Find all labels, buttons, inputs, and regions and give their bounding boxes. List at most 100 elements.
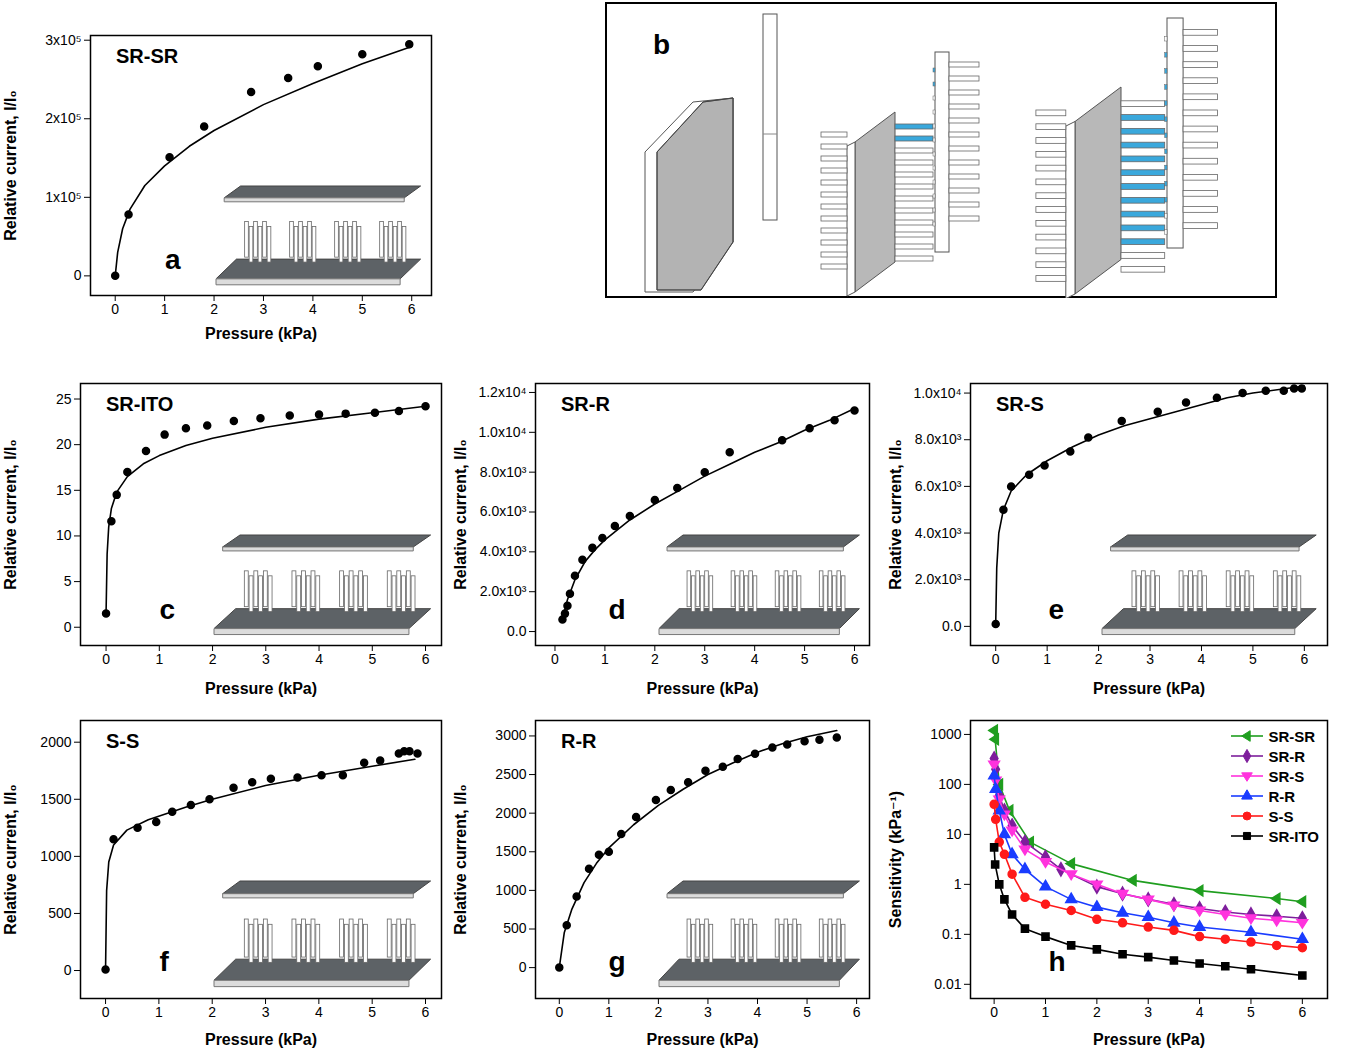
svg-text:3: 3 [704, 1004, 712, 1020]
svg-text:4: 4 [751, 651, 759, 667]
svg-text:3x10⁵: 3x10⁵ [45, 32, 81, 48]
svg-text:0: 0 [990, 1004, 998, 1020]
svg-text:4: 4 [315, 651, 323, 667]
svg-text:4: 4 [754, 1004, 762, 1020]
svg-text:2.0x10³: 2.0x10³ [480, 583, 527, 599]
svg-text:0: 0 [555, 1004, 563, 1020]
svg-text:6: 6 [853, 1004, 861, 1020]
svg-text:0: 0 [519, 959, 527, 975]
svg-text:0: 0 [111, 301, 119, 317]
svg-text:10: 10 [56, 527, 72, 543]
svg-text:2: 2 [1095, 651, 1103, 667]
svg-text:100: 100 [938, 776, 962, 792]
svg-text:0: 0 [992, 651, 1000, 667]
svg-text:1: 1 [954, 876, 962, 892]
svg-text:Pressure (kPa): Pressure (kPa) [205, 680, 317, 697]
svg-text:2500: 2500 [495, 766, 526, 782]
svg-text:0.0: 0.0 [507, 623, 527, 639]
svg-text:6: 6 [851, 651, 859, 667]
svg-text:5: 5 [1247, 1004, 1255, 1020]
svg-text:1000: 1000 [40, 848, 71, 864]
svg-text:20: 20 [56, 436, 72, 452]
svg-text:0: 0 [102, 1004, 110, 1020]
svg-text:3: 3 [260, 301, 268, 317]
svg-text:5: 5 [358, 301, 366, 317]
svg-text:Pressure (kPa): Pressure (kPa) [205, 1031, 317, 1048]
svg-text:2000: 2000 [495, 805, 526, 821]
svg-text:6.0x10³: 6.0x10³ [480, 503, 527, 519]
svg-text:5: 5 [1249, 651, 1257, 667]
svg-text:1000: 1000 [930, 726, 961, 742]
svg-text:Pressure (kPa): Pressure (kPa) [1093, 1031, 1205, 1048]
svg-text:0: 0 [74, 267, 82, 283]
svg-text:Relative current, I/I₀: Relative current, I/I₀ [452, 439, 469, 589]
svg-text:5: 5 [368, 1004, 376, 1020]
svg-text:4: 4 [1196, 1004, 1204, 1020]
svg-text:1: 1 [605, 1004, 613, 1020]
svg-text:6: 6 [408, 301, 416, 317]
svg-text:2: 2 [651, 651, 659, 667]
svg-text:Pressure (kPa): Pressure (kPa) [646, 1031, 758, 1048]
svg-text:1x10⁵: 1x10⁵ [45, 189, 81, 205]
svg-text:Pressure (kPa): Pressure (kPa) [646, 680, 758, 697]
svg-text:5: 5 [64, 573, 72, 589]
svg-text:0.0: 0.0 [942, 618, 962, 634]
svg-text:2: 2 [209, 651, 217, 667]
svg-text:3000: 3000 [495, 727, 526, 743]
svg-text:0.1: 0.1 [942, 926, 962, 942]
svg-text:Pressure (kPa): Pressure (kPa) [1093, 680, 1205, 697]
svg-text:1.0x10⁴: 1.0x10⁴ [913, 385, 961, 401]
svg-text:1: 1 [1043, 651, 1051, 667]
svg-text:b: b [653, 29, 670, 60]
svg-text:1: 1 [155, 1004, 163, 1020]
svg-text:3: 3 [262, 1004, 270, 1020]
svg-text:0: 0 [551, 651, 559, 667]
svg-text:4: 4 [309, 301, 317, 317]
svg-text:Relative current, I/I₀: Relative current, I/I₀ [2, 439, 19, 589]
svg-text:4: 4 [1198, 651, 1206, 667]
svg-text:2: 2 [654, 1004, 662, 1020]
svg-text:1.0x10⁴: 1.0x10⁴ [478, 424, 526, 440]
svg-text:5: 5 [801, 651, 809, 667]
svg-text:1: 1 [1042, 1004, 1050, 1020]
svg-text:2.0x10³: 2.0x10³ [915, 571, 962, 587]
svg-text:500: 500 [48, 905, 72, 921]
svg-text:1: 1 [161, 301, 169, 317]
svg-text:25: 25 [56, 390, 72, 406]
svg-text:1500: 1500 [495, 843, 526, 859]
svg-text:1: 1 [155, 651, 163, 667]
svg-text:Relative current, I/I₀: Relative current, I/I₀ [2, 90, 19, 240]
svg-text:0: 0 [64, 619, 72, 635]
svg-text:4.0x10³: 4.0x10³ [915, 525, 962, 541]
svg-text:0.01: 0.01 [934, 976, 961, 992]
svg-text:5: 5 [368, 651, 376, 667]
svg-text:3: 3 [1144, 1004, 1152, 1020]
svg-text:6: 6 [422, 651, 430, 667]
svg-text:3: 3 [262, 651, 270, 667]
svg-text:0: 0 [102, 651, 110, 667]
svg-text:3: 3 [1146, 651, 1154, 667]
svg-text:6: 6 [422, 1004, 430, 1020]
svg-text:15: 15 [56, 482, 72, 498]
svg-text:6: 6 [1298, 1004, 1306, 1020]
svg-text:2: 2 [1093, 1004, 1101, 1020]
svg-text:2: 2 [208, 1004, 216, 1020]
svg-text:1500: 1500 [40, 791, 71, 807]
svg-text:2x10⁵: 2x10⁵ [45, 110, 81, 126]
svg-text:Pressure (kPa): Pressure (kPa) [205, 325, 317, 342]
svg-text:Relative current, I/I₀: Relative current, I/I₀ [452, 784, 469, 934]
svg-text:0: 0 [64, 962, 72, 978]
svg-text:4.0x10³: 4.0x10³ [480, 543, 527, 559]
svg-text:10: 10 [946, 826, 962, 842]
svg-text:500: 500 [503, 920, 527, 936]
svg-text:1000: 1000 [495, 882, 526, 898]
svg-text:Sensitivity (kPa⁻¹): Sensitivity (kPa⁻¹) [887, 791, 904, 928]
svg-text:6: 6 [1300, 651, 1308, 667]
svg-text:6.0x10³: 6.0x10³ [915, 478, 962, 494]
svg-text:Relative current, I/I₀: Relative current, I/I₀ [2, 784, 19, 934]
svg-text:8.0x10³: 8.0x10³ [915, 431, 962, 447]
svg-text:5: 5 [803, 1004, 811, 1020]
svg-text:1.2x10⁴: 1.2x10⁴ [478, 384, 526, 400]
svg-text:3: 3 [701, 651, 709, 667]
svg-text:4: 4 [315, 1004, 323, 1020]
